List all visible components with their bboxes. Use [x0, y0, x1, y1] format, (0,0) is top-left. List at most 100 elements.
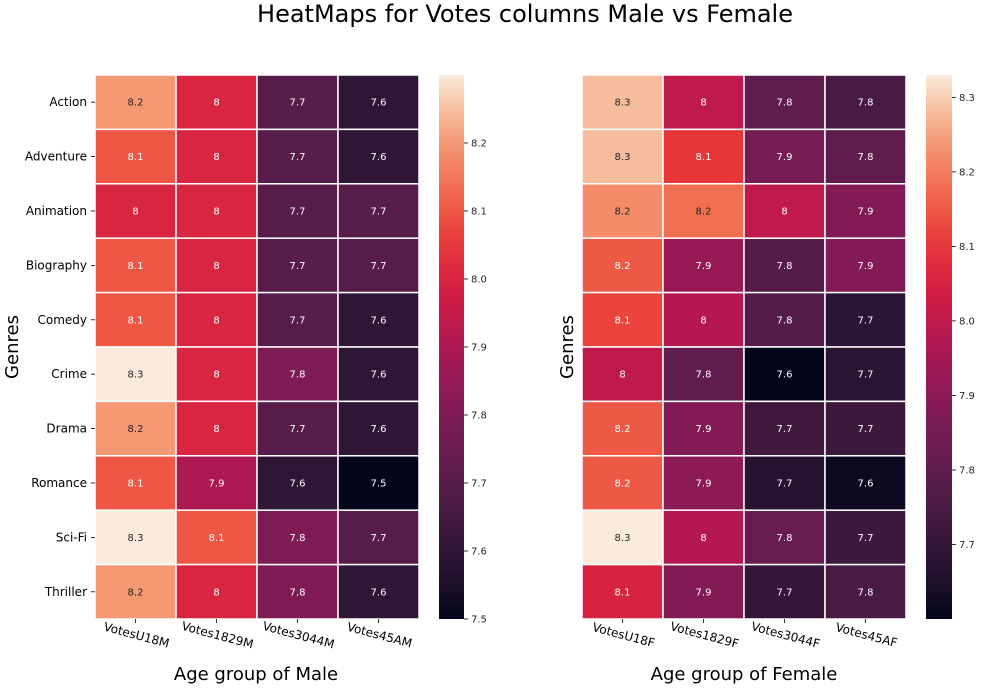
female-cell-3-2: [743, 237, 826, 294]
male-cell-label-4-0: 8.1: [128, 315, 144, 326]
female-cell-label-7-2: 7.7: [777, 479, 793, 490]
male-row-label-6: Drama: [46, 422, 87, 436]
male-cell-5-0: [94, 346, 177, 403]
female-cell-4-3: [824, 291, 907, 348]
female-cell-label-3-1: 7.9: [696, 261, 712, 272]
male-row-label-5: Crime: [51, 367, 87, 381]
female-cell-label-2-1: 8.2: [696, 207, 712, 218]
female-cell-label-7-3: 7.6: [858, 479, 874, 490]
female-cell-label-4-0: 8.1: [615, 315, 631, 326]
male-cell-label-3-2: 7.7: [290, 261, 306, 272]
male-col-label-3: Votes45AM: [345, 620, 413, 651]
male-cell-label-5-1: 8: [213, 370, 219, 381]
female-cell-label-5-2: 7.6: [777, 370, 793, 381]
male-cell-2-1: [175, 183, 258, 239]
male-x-axis-label: Age group of Male: [174, 664, 338, 685]
female-cell-7-3: [824, 455, 907, 511]
female-x-axis-label: Age group of Female: [651, 664, 838, 685]
female-cell-label-3-0: 8.2: [615, 261, 631, 272]
female-col-label-1: Votes1829F: [669, 619, 741, 651]
female-cell-label-2-3: 7.9: [858, 207, 874, 218]
male-colorbar-label-6: 8.1: [471, 207, 487, 218]
female-cell-2-3: [824, 183, 907, 239]
female-cell-label-4-1: 8: [700, 315, 706, 326]
female-cell-label-1-0: 8.3: [615, 152, 631, 163]
female-cell-6-1: [662, 400, 745, 457]
female-cell-label-9-0: 8.1: [615, 587, 631, 598]
male-cell-label-7-1: 7.9: [209, 479, 225, 490]
male-cell-label-4-3: 7.6: [371, 315, 387, 326]
female-cell-label-0-2: 7.8: [777, 98, 793, 109]
male-cell-5-2: [256, 346, 339, 403]
male-cell-4-2: [256, 291, 339, 348]
male-cell-9-3: [337, 563, 420, 620]
figure-title: HeatMaps for Votes columns Male vs Femal…: [257, 0, 793, 28]
male-col-label-2: Votes3044M: [261, 619, 336, 652]
heatmap-male: 8.2 8 7.7 7.6 8.1 8 7.7 7.6 8 8 7.7 7.7 8.1 8 7.7 7.7 8.…: [2, 74, 487, 685]
female-cell-label-5-0: 8: [619, 370, 625, 381]
male-cell-label-7-2: 7.6: [290, 479, 306, 490]
female-cell-label-5-1: 7.8: [696, 370, 712, 381]
male-cell-label-9-0: 8.2: [128, 587, 144, 598]
female-cell-label-0-1: 8: [700, 98, 706, 109]
female-cell-3-0: [581, 237, 664, 294]
male-cell-4-3: [337, 291, 420, 348]
female-cell-9-1: [662, 563, 745, 620]
male-colorbar-label-7: 8.2: [471, 139, 487, 150]
female-cell-label-8-2: 7.8: [777, 533, 793, 544]
female-colorbar-label-5: 8.2: [959, 167, 975, 178]
male-cell-label-9-1: 8: [213, 587, 219, 598]
female-cell-label-1-2: 7.9: [777, 152, 793, 163]
female-cell-label-0-0: 8.3: [615, 98, 631, 109]
female-cell-label-9-1: 7.9: [696, 587, 712, 598]
male-cell-label-9-2: 7.8: [290, 587, 306, 598]
female-colorbar: [926, 75, 952, 619]
female-cell-label-8-3: 7.7: [858, 533, 874, 544]
male-cell-label-4-2: 7.7: [290, 315, 306, 326]
male-cell-1-3: [337, 128, 420, 185]
male-cell-7-2: [256, 455, 339, 511]
male-cell-label-2-1: 8: [213, 207, 219, 218]
female-cell-label-1-3: 7.8: [858, 152, 874, 163]
male-cell-0-0: [94, 74, 177, 131]
female-cell-0-1: [662, 74, 745, 131]
male-cell-label-3-0: 8.1: [128, 261, 144, 272]
male-row-label-3: Biography: [26, 258, 87, 272]
female-cell-label-8-1: 8: [700, 533, 706, 544]
male-cell-label-0-0: 8.2: [128, 98, 144, 109]
heatmap-female: 8.3 8 7.8 7.8 8.3 8.1 7.9 7.8 8.2 8.2 8 7.9 8.2 7.9 7.…: [557, 74, 975, 685]
female-cell-label-5-3: 7.7: [858, 370, 874, 381]
male-cell-label-0-2: 7.7: [290, 98, 306, 109]
male-colorbar-label-0: 7.5: [471, 615, 487, 626]
male-cell-label-1-0: 8.1: [128, 152, 144, 163]
male-cell-label-3-1: 8: [213, 261, 219, 272]
female-cell-label-3-2: 7.8: [777, 261, 793, 272]
female-cell-label-6-1: 7.9: [696, 424, 712, 435]
female-cell-4-0: [581, 291, 664, 348]
female-cell-5-2: [743, 346, 826, 403]
female-cell-label-6-3: 7.7: [858, 424, 874, 435]
female-cell-label-1-1: 8.1: [696, 152, 712, 163]
female-colorbar-label-3: 8.0: [959, 316, 975, 327]
female-cell-5-3: [824, 346, 907, 403]
male-cell-label-6-1: 8: [213, 424, 219, 435]
male-cell-label-5-0: 8.3: [128, 370, 144, 381]
female-cell-label-6-0: 8.2: [615, 424, 631, 435]
female-cell-2-1: [662, 183, 745, 239]
male-cell-label-0-1: 8: [213, 98, 219, 109]
female-cell-label-4-3: 7.7: [858, 315, 874, 326]
male-cell-label-6-0: 8.2: [128, 424, 144, 435]
female-cell-4-1: [662, 291, 745, 348]
female-cell-label-6-2: 7.7: [777, 424, 793, 435]
male-colorbar-label-3: 7.8: [471, 411, 487, 422]
female-cell-label-9-3: 7.8: [858, 587, 874, 598]
female-cell-0-2: [743, 74, 826, 131]
female-cell-6-0: [581, 400, 664, 457]
female-cell-1-3: [824, 128, 907, 185]
male-y-axis-label: Genres: [2, 315, 23, 379]
female-col-label-0: VotesU18F: [591, 620, 656, 650]
male-row-label-2: Animation: [26, 204, 87, 218]
male-cell-6-2: [256, 400, 339, 457]
male-cell-3-3: [337, 237, 420, 294]
